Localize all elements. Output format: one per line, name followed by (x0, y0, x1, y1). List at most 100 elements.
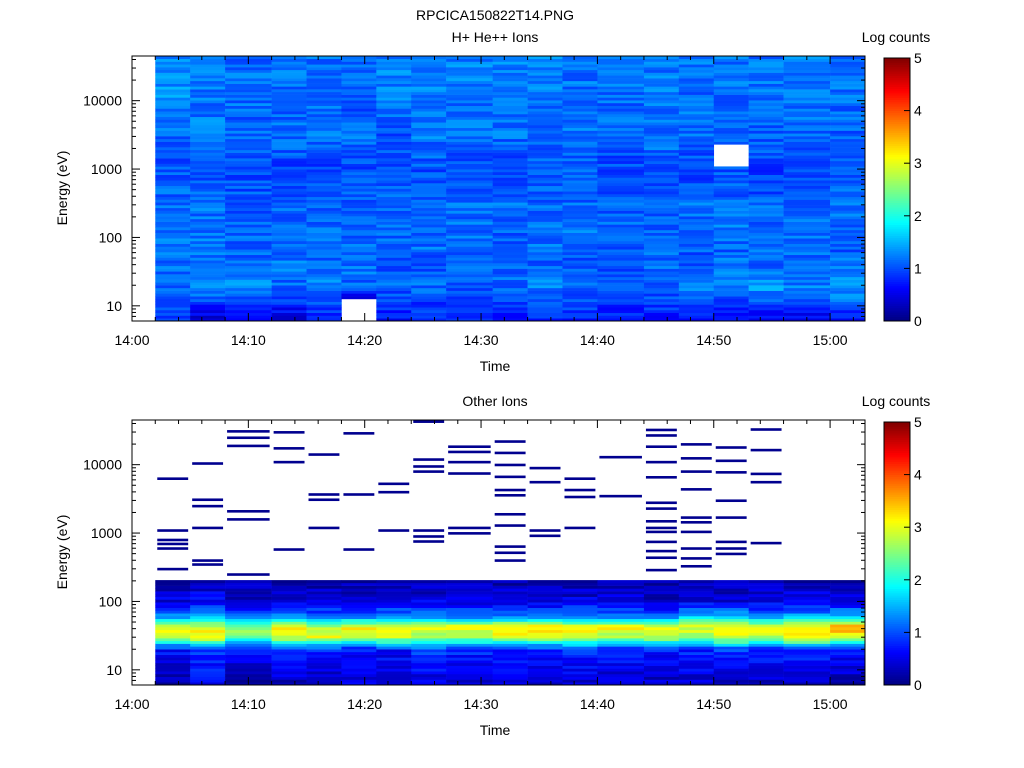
heatmap-cell (492, 676, 528, 680)
heatmap-cell (411, 210, 447, 214)
heatmap-cell (271, 643, 307, 647)
heatmap-cell (748, 660, 784, 664)
colorbar-swatch (884, 88, 910, 92)
heatmap-cell (597, 152, 645, 156)
heatmap-cell (527, 627, 563, 631)
heatmap-cell (411, 660, 447, 664)
heatmap-cell (341, 191, 377, 195)
heatmap-cell (527, 660, 563, 664)
heatmap-cell (155, 676, 191, 680)
heatmap-cell (713, 660, 749, 664)
heatmap-cell (306, 282, 342, 286)
heatmap-cell (597, 618, 645, 622)
heatmap-cell (271, 205, 307, 209)
heatmap-cell (341, 196, 377, 200)
heatmap-cell (341, 130, 377, 134)
heatmap-cell (678, 130, 715, 134)
y-tick-label: 10 (106, 298, 122, 314)
heatmap-cell (492, 293, 528, 297)
heatmap-cell (225, 188, 272, 192)
heatmap-cell (562, 607, 598, 611)
heatmap-cell (492, 147, 528, 151)
heatmap-cell (306, 136, 342, 140)
heatmap-cell (190, 638, 226, 642)
heatmap-cell (225, 180, 272, 184)
heatmap-cell (376, 290, 412, 294)
heatmap-cell (830, 127, 866, 131)
heatmap-cell (562, 260, 598, 264)
heatmap-cell (225, 97, 272, 101)
heatmap-cell (271, 113, 307, 118)
heatmap-cell (643, 207, 680, 211)
heatmap-cell (643, 274, 680, 278)
heatmap-cell (492, 287, 528, 291)
heatmap-cell (748, 251, 784, 256)
heatmap-cell (376, 185, 412, 189)
heatmap-cell (713, 194, 749, 198)
heatmap-cell (748, 119, 784, 123)
heatmap-cell (492, 138, 528, 142)
heatmap-cell (748, 318, 784, 322)
heatmap-cell (155, 673, 191, 678)
heatmap-cell (527, 263, 563, 267)
heatmap-streak (494, 545, 526, 548)
heatmap-cell (562, 246, 598, 250)
heatmap-cell (411, 260, 447, 264)
heatmap-cell (411, 638, 447, 642)
heatmap-cell (411, 580, 447, 584)
heatmap-cell (643, 194, 680, 198)
heatmap-cell (446, 147, 493, 151)
heatmap-cell (830, 116, 866, 120)
heatmap-cell (190, 304, 226, 308)
heatmap-cell (155, 141, 191, 145)
heatmap-cell (376, 582, 412, 586)
heatmap-cell (271, 610, 307, 614)
heatmap-cell (783, 627, 831, 631)
colorbar-swatch (884, 233, 910, 236)
heatmap-cell (190, 213, 226, 217)
heatmap-cell (190, 177, 226, 181)
heatmap-streak (157, 567, 189, 571)
heatmap-cell (376, 105, 412, 109)
heatmap-cell (678, 585, 715, 589)
heatmap-cell (678, 116, 715, 120)
heatmap-cell (492, 632, 528, 636)
heatmap-cell (341, 682, 377, 686)
heatmap-cell (562, 130, 598, 134)
heatmap-cell (225, 205, 272, 209)
heatmap-cell (562, 676, 598, 680)
heatmap-cell (190, 116, 226, 120)
heatmap-cell (562, 585, 598, 589)
heatmap-cell (446, 199, 493, 203)
heatmap-cell (748, 624, 784, 628)
heatmap-cell (271, 263, 307, 267)
heatmap-cell (271, 309, 307, 314)
colorbar-swatch (884, 222, 910, 225)
heatmap-cell (271, 676, 307, 680)
heatmap-cell (643, 654, 680, 658)
heatmap-cell (155, 75, 191, 79)
heatmap-cell (562, 307, 598, 311)
heatmap-cell (190, 665, 226, 669)
heatmap-cell (678, 309, 715, 314)
heatmap-cell (271, 618, 307, 622)
heatmap-cell (492, 89, 528, 93)
heatmap-streak (750, 541, 782, 545)
heatmap-cell (190, 649, 226, 653)
heatmap-cell (562, 58, 598, 62)
heatmap-streak (448, 532, 491, 535)
heatmap-cell (678, 646, 715, 650)
heatmap-cell (527, 108, 563, 112)
heatmap-cell (597, 632, 645, 636)
heatmap-cell (155, 80, 191, 84)
heatmap-cell (376, 599, 412, 603)
heatmap-cell (643, 138, 680, 142)
heatmap-cell (190, 78, 226, 82)
heatmap-cell (376, 607, 412, 611)
heatmap-cell (678, 229, 715, 233)
heatmap-cell (341, 651, 377, 655)
heatmap-cell (830, 254, 866, 258)
heatmap-cell (562, 238, 598, 242)
heatmap-cell (678, 596, 715, 600)
heatmap-cell (492, 205, 528, 209)
